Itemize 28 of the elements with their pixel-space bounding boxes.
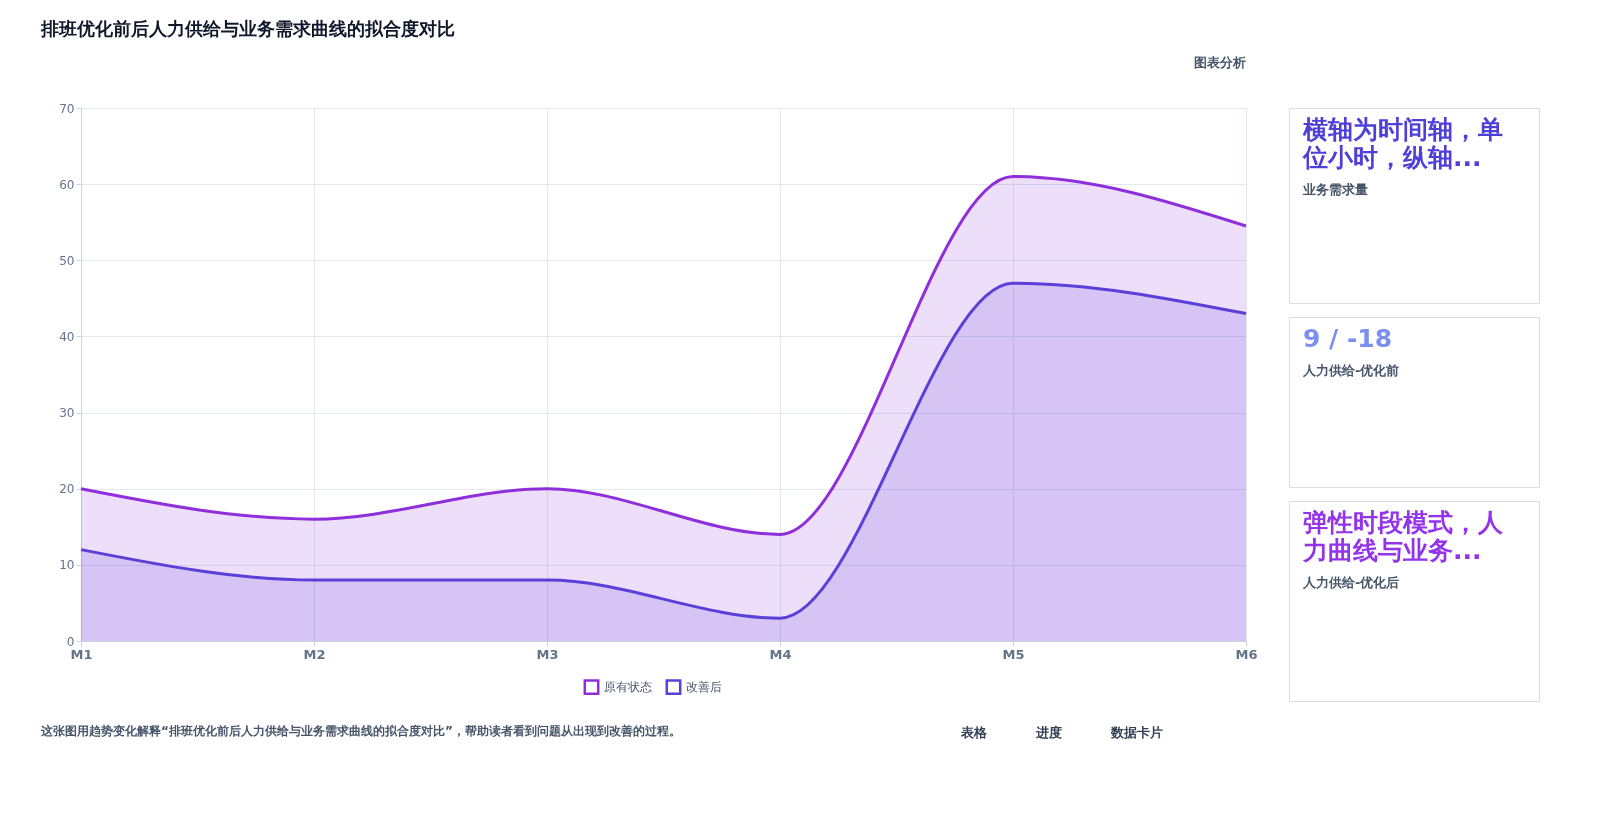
text: 表格 bbox=[960, 725, 988, 740]
text: 9 / -18 bbox=[1303, 324, 1393, 353]
text: 数据卡片 bbox=[1110, 725, 1163, 740]
text: 图表分析 bbox=[1194, 55, 1246, 70]
text: 横轴为时间轴，单位小时，纵轴... bbox=[1302, 115, 1503, 172]
chart-title: 排班优化前后人力供给与业务需求曲线的拟合度对比 bbox=[39, 17, 455, 39]
text: 弹性时段模式，人力曲线与业务... bbox=[1302, 508, 1504, 565]
legend-label: 改善后 bbox=[685, 680, 722, 695]
y-tick-label: 60 bbox=[59, 177, 75, 192]
y-tick-label: 30 bbox=[59, 406, 75, 421]
x-tick-label: M5 bbox=[1002, 646, 1025, 662]
text: 进度 bbox=[1035, 725, 1062, 740]
x-tick-label: M4 bbox=[769, 646, 792, 662]
text: 人力供给-优化后 bbox=[1302, 575, 1400, 590]
y-tick-label: 0 bbox=[66, 634, 75, 649]
x-tick-label: M2 bbox=[303, 646, 326, 662]
legend-label: 原有状态 bbox=[603, 680, 652, 695]
y-tick-label: 10 bbox=[59, 558, 75, 573]
x-tick-label: M3 bbox=[536, 646, 559, 662]
x-tick-label: M1 bbox=[70, 646, 93, 662]
text: 业务需求量 bbox=[1302, 182, 1368, 197]
y-tick-label: 20 bbox=[59, 482, 75, 497]
y-tick-label: 70 bbox=[59, 101, 75, 116]
text: 人力供给-优化前 bbox=[1302, 363, 1400, 378]
y-tick-label: 50 bbox=[59, 253, 75, 268]
text: 这张图用趋势变化解释“排班优化前后人力供给与业务需求曲线的拟合度对比”，帮助读者看到问题从出现到改善的过程。 bbox=[40, 724, 681, 738]
x-tick-label: M6 bbox=[1235, 646, 1258, 662]
y-tick-label: 40 bbox=[59, 329, 75, 344]
